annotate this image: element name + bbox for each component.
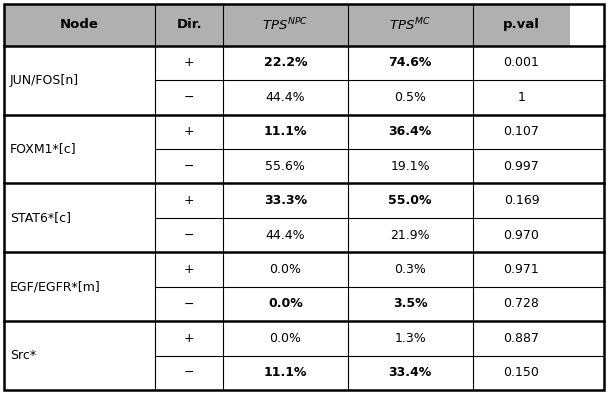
Text: 22.2%: 22.2% <box>264 56 307 69</box>
Bar <box>472 4 570 46</box>
Text: 0.0%: 0.0% <box>269 332 302 345</box>
Text: 11.1%: 11.1% <box>264 366 307 379</box>
Text: EGF/EGFR*[m]: EGF/EGFR*[m] <box>10 280 101 293</box>
Text: 36.4%: 36.4% <box>389 125 432 138</box>
Text: 74.6%: 74.6% <box>389 56 432 69</box>
Text: 11.1%: 11.1% <box>264 125 307 138</box>
Text: 19.1%: 19.1% <box>390 160 430 173</box>
Text: 55.6%: 55.6% <box>266 160 305 173</box>
Bar <box>223 4 348 46</box>
Text: +: + <box>184 56 195 69</box>
Text: −: − <box>184 91 195 104</box>
Text: −: − <box>184 297 195 310</box>
Bar <box>348 4 472 46</box>
Text: 0.0%: 0.0% <box>268 297 303 310</box>
Text: 0.001: 0.001 <box>503 56 539 69</box>
Text: FOXM1*[c]: FOXM1*[c] <box>10 143 77 156</box>
Text: 33.4%: 33.4% <box>389 366 432 379</box>
Bar <box>4 4 155 46</box>
Text: JUN/FOS[n]: JUN/FOS[n] <box>10 74 79 87</box>
Bar <box>155 4 223 46</box>
Text: 0.887: 0.887 <box>503 332 539 345</box>
Text: 44.4%: 44.4% <box>266 229 305 242</box>
Text: 0.971: 0.971 <box>503 263 539 276</box>
Text: 0.107: 0.107 <box>503 125 539 138</box>
Text: 55.0%: 55.0% <box>389 194 432 207</box>
Text: 44.4%: 44.4% <box>266 91 305 104</box>
Text: 0.5%: 0.5% <box>394 91 426 104</box>
Text: 0.3%: 0.3% <box>394 263 426 276</box>
Text: 0.970: 0.970 <box>503 229 539 242</box>
Text: Src*: Src* <box>10 349 36 362</box>
Text: +: + <box>184 263 195 276</box>
Text: 0.0%: 0.0% <box>269 263 302 276</box>
Text: 0.169: 0.169 <box>503 194 539 207</box>
Text: −: − <box>184 160 195 173</box>
Text: 0.997: 0.997 <box>503 160 539 173</box>
Text: 3.5%: 3.5% <box>393 297 427 310</box>
Text: +: + <box>184 332 195 345</box>
Text: $\mathit{TPS}^{NPC}$: $\mathit{TPS}^{NPC}$ <box>262 17 308 33</box>
Text: 0.150: 0.150 <box>503 366 539 379</box>
Text: $\mathit{TPS}^{MC}$: $\mathit{TPS}^{MC}$ <box>389 17 431 33</box>
Text: −: − <box>184 366 195 379</box>
Text: Dir.: Dir. <box>176 19 202 32</box>
Text: STAT6*[c]: STAT6*[c] <box>10 211 71 224</box>
Text: Node: Node <box>60 19 99 32</box>
Text: −: − <box>184 229 195 242</box>
Text: +: + <box>184 194 195 207</box>
Text: 1: 1 <box>517 91 525 104</box>
Text: p.val: p.val <box>503 19 540 32</box>
Text: +: + <box>184 125 195 138</box>
Bar <box>4 46 604 390</box>
Text: 33.3%: 33.3% <box>264 194 307 207</box>
Text: 21.9%: 21.9% <box>390 229 430 242</box>
Text: 0.728: 0.728 <box>503 297 539 310</box>
Text: 1.3%: 1.3% <box>395 332 426 345</box>
